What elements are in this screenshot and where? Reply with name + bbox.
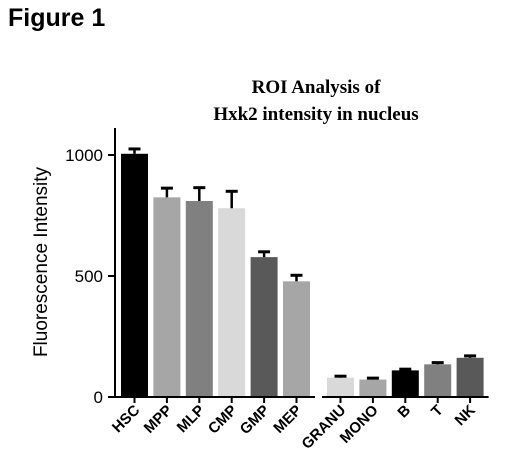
x-tick-label-granu: GRANU <box>298 402 349 453</box>
x-tick-label-mlp: MLP <box>174 402 208 436</box>
bar-hsc <box>121 153 148 397</box>
y-tick-label: 0 <box>94 388 103 407</box>
chart-title-line-2: Hxk2 intensity in nucleus <box>213 104 418 125</box>
bar-mono <box>359 379 387 397</box>
chart-title: ROI Analysis of Hxk2 intensity in nucleu… <box>213 77 418 125</box>
bar-nk <box>456 357 484 397</box>
bar-gmp <box>250 257 278 397</box>
x-tick-label-cmp: CMP <box>205 402 241 438</box>
bars <box>121 153 484 397</box>
figure-label: Figure 1 <box>8 4 106 32</box>
x-tick-label-t: T <box>428 402 447 421</box>
x-tick-label-mep: MEP <box>270 402 305 437</box>
x-tick-label-hsc: HSC <box>109 402 144 437</box>
y-axis-ticks: 0 500 1000 <box>65 146 115 407</box>
bar-granu <box>327 377 354 397</box>
bar-mep <box>283 281 310 397</box>
y-tick-label: 1000 <box>65 146 103 165</box>
y-tick-label: 500 <box>75 267 103 286</box>
bar-mpp <box>153 197 181 397</box>
x-axis <box>115 396 489 403</box>
x-tick-label-b: B <box>394 402 414 422</box>
bar-t <box>424 364 452 397</box>
x-tick-label-mpp: MPP <box>141 402 176 437</box>
error-bars <box>128 147 477 380</box>
bar-mlp <box>185 200 213 397</box>
x-tick-label-nk: NK <box>452 402 479 429</box>
bar-cmp <box>218 208 246 397</box>
bar-b <box>391 370 419 397</box>
y-axis-label: Fluorescence Intensity <box>31 166 52 357</box>
x-tick-label-gmp: GMP <box>237 402 273 438</box>
chart-title-line-1: ROI Analysis of <box>252 77 381 98</box>
